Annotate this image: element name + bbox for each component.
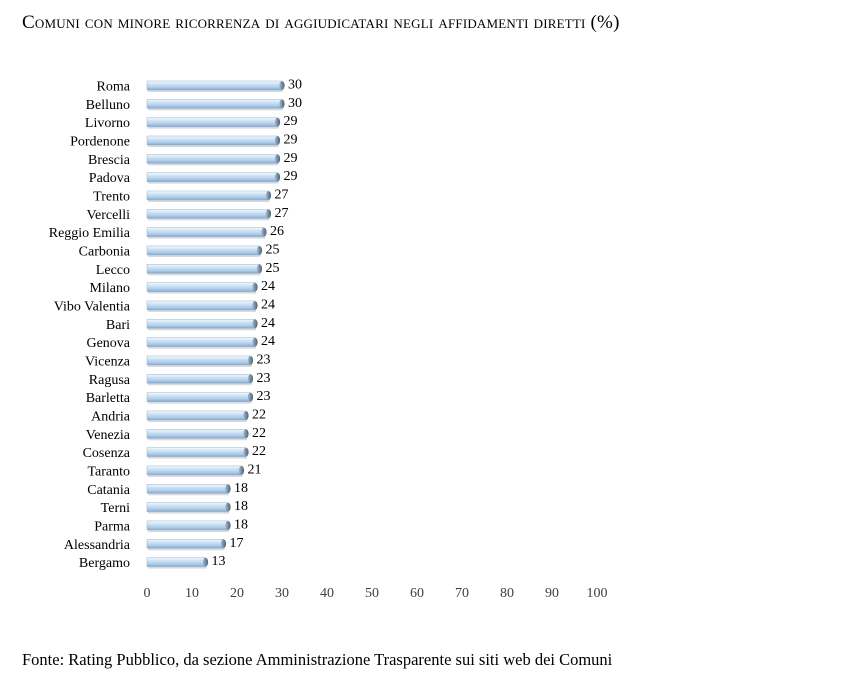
category-label: Ragusa: [89, 373, 131, 388]
x-tick-label: 100: [587, 586, 608, 601]
bar: [146, 392, 254, 404]
value-label: 22: [252, 444, 266, 459]
x-tick-label: 70: [455, 586, 469, 601]
category-label: Carbonia: [79, 244, 131, 259]
category-label: Venezia: [86, 428, 131, 443]
bar: [146, 410, 249, 422]
x-tick-label: 30: [275, 586, 289, 601]
bar: [146, 374, 254, 386]
bar: [146, 245, 263, 257]
value-label: 23: [257, 371, 271, 386]
value-label: 24: [261, 316, 275, 331]
value-label: 18: [234, 481, 248, 496]
value-label: 25: [266, 242, 280, 257]
category-label: Trento: [93, 189, 130, 204]
bar: [146, 447, 249, 459]
category-label: Bergamo: [79, 556, 130, 571]
category-label: Milano: [90, 281, 130, 296]
bar: [146, 484, 231, 496]
bar: [146, 172, 281, 184]
bar: [146, 465, 245, 477]
category-label: Andria: [91, 409, 131, 424]
category-label: Vibo Valentia: [54, 299, 131, 314]
category-label: Catania: [87, 483, 131, 498]
x-tick-label: 50: [365, 586, 379, 601]
value-label: 21: [248, 462, 262, 477]
category-label: Genova: [86, 336, 130, 351]
category-label: Roma: [97, 80, 131, 95]
bar: [146, 227, 267, 239]
value-label: 29: [284, 169, 298, 184]
value-label: 24: [261, 297, 275, 312]
category-label: Terni: [101, 501, 130, 516]
bar: [146, 264, 263, 276]
value-label: 27: [275, 206, 289, 221]
value-label: 18: [234, 499, 248, 514]
source-note: Fonte: Rating Pubblico, da sezione Ammin…: [22, 650, 613, 669]
bar: [146, 557, 209, 569]
x-tick-label: 20: [230, 586, 244, 601]
value-label: 22: [252, 407, 266, 422]
category-labels: Roma Belluno Livorno Pordenone Brescia Padova…: [49, 80, 131, 572]
bar: [146, 520, 231, 532]
x-tick-label: 10: [185, 586, 199, 601]
bar: [146, 80, 285, 92]
bars: [146, 80, 285, 569]
category-label: Bari: [106, 318, 130, 333]
x-tick-label: 90: [545, 586, 559, 601]
value-label: 18: [234, 517, 248, 532]
category-label: Cosenza: [83, 446, 131, 461]
value-label: 24: [261, 279, 275, 294]
value-label: 23: [257, 389, 271, 404]
bar: [146, 190, 272, 202]
category-label: Belluno: [86, 98, 130, 113]
category-label: Taranto: [87, 464, 130, 479]
chart-title: Comuni con minore ricorrenza di aggiudic…: [22, 12, 620, 33]
bar: [146, 282, 258, 294]
value-label: 30: [288, 96, 302, 111]
value-label: 13: [212, 554, 226, 569]
bar: [146, 99, 285, 111]
bar: [146, 502, 231, 514]
category-label: Barletta: [86, 391, 131, 406]
category-label: Parma: [94, 519, 131, 534]
value-label: 26: [270, 224, 284, 239]
category-label: Pordenone: [70, 134, 130, 149]
category-label: Padova: [89, 171, 131, 186]
value-label: 17: [230, 536, 244, 551]
value-label: 25: [266, 261, 280, 276]
bar: [146, 429, 249, 441]
category-label: Vercelli: [86, 208, 130, 223]
bar: [146, 117, 281, 129]
bar: [146, 135, 281, 147]
bar: [146, 154, 281, 166]
value-label: 30: [288, 78, 302, 93]
bar: [146, 300, 258, 312]
bar: [146, 319, 258, 331]
value-labels: 30 30 29 29 29 29 27 27 26 25 25 24 24 24 24 23 23 23 22 22…: [212, 78, 303, 570]
x-tick-label: 0: [144, 586, 151, 601]
category-label: Vicenza: [85, 354, 131, 369]
category-label: Alessandria: [64, 538, 131, 553]
value-label: 24: [261, 334, 275, 349]
category-label: Livorno: [85, 116, 130, 131]
value-label: 29: [284, 132, 298, 147]
bar: [146, 337, 258, 349]
category-label: Reggio Emilia: [49, 226, 131, 241]
category-label: Lecco: [96, 263, 130, 278]
x-tick-label: 60: [410, 586, 424, 601]
value-label: 29: [284, 114, 298, 129]
bar: [146, 209, 272, 221]
bar: [146, 355, 254, 367]
x-tick-label: 80: [500, 586, 514, 601]
category-label: Brescia: [88, 153, 131, 168]
value-label: 23: [257, 352, 271, 367]
value-label: 27: [275, 187, 289, 202]
value-label: 29: [284, 151, 298, 166]
bar: [146, 539, 227, 551]
x-axis-ticks: 0 10 20 30 40 50 60 70 80 90 100: [144, 586, 608, 601]
value-label: 22: [252, 426, 266, 441]
x-tick-label: 40: [320, 586, 334, 601]
